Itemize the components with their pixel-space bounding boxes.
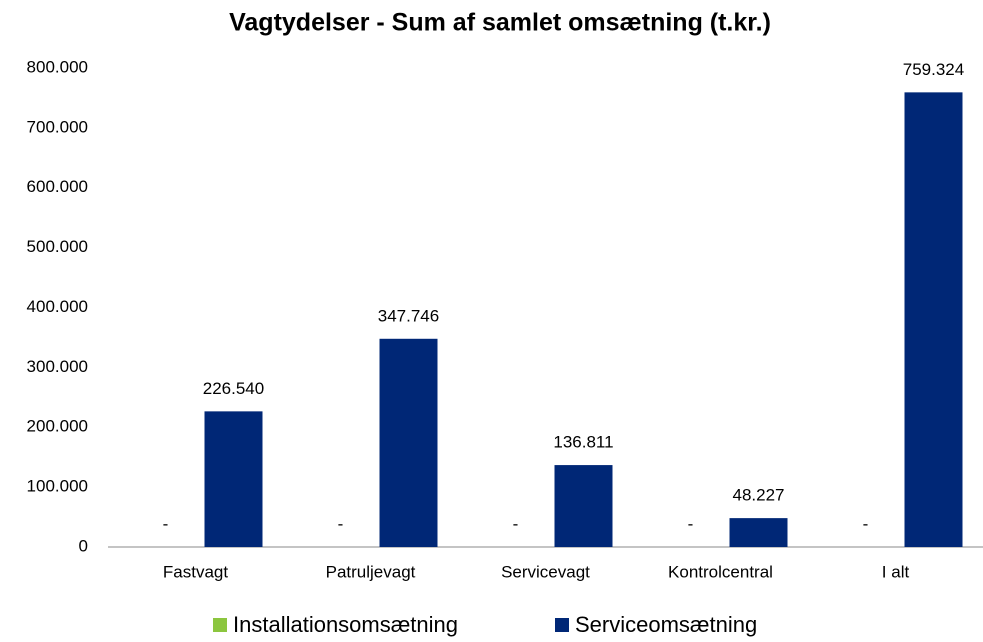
- data-label: -: [688, 514, 694, 533]
- legend-label: Serviceomsætning: [575, 612, 757, 637]
- y-tick-label: 300.000: [27, 357, 88, 376]
- data-label: 347.746: [378, 306, 439, 325]
- bar: [904, 92, 963, 548]
- x-tick-label: Fastvagt: [163, 562, 228, 581]
- y-tick-label: 500.000: [27, 237, 88, 256]
- data-label: 759.324: [903, 60, 964, 79]
- data-label: -: [338, 514, 344, 533]
- chart-title: Vagtydelser - Sum af samlet omsætning (t…: [229, 9, 771, 37]
- data-label: -: [513, 514, 519, 533]
- x-tick-label: I alt: [882, 562, 910, 581]
- y-tick-label: 400.000: [27, 297, 88, 316]
- data-label: 136.811: [553, 433, 613, 452]
- bar: [379, 338, 438, 547]
- bar: [554, 465, 613, 547]
- bar: [204, 411, 263, 547]
- y-tick-label: 200.000: [27, 417, 88, 436]
- bar: [729, 518, 788, 547]
- legend-label: Installationsomsætning: [233, 612, 458, 637]
- x-tick-label: Patruljevagt: [326, 562, 416, 581]
- y-tick-label: 100.000: [27, 477, 88, 496]
- data-label: 48.227: [733, 486, 785, 505]
- data-label: -: [863, 514, 869, 533]
- y-tick-label: 600.000: [27, 177, 88, 196]
- y-tick-label: 0: [79, 536, 88, 555]
- x-tick-label: Kontrolcentral: [668, 562, 773, 581]
- data-label: 226.540: [203, 379, 264, 398]
- legend-swatch: [555, 618, 569, 632]
- y-tick-label: 700.000: [27, 117, 88, 136]
- x-tick-label: Servicevagt: [501, 562, 590, 581]
- y-tick-label: 800.000: [27, 57, 88, 76]
- data-label: -: [163, 514, 169, 533]
- legend-swatch: [213, 618, 227, 632]
